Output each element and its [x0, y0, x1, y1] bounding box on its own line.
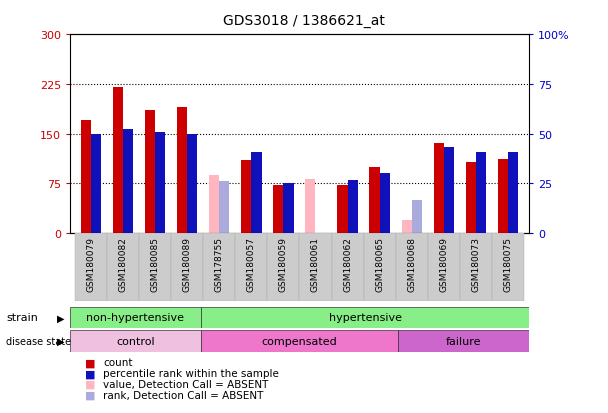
FancyBboxPatch shape	[201, 330, 398, 352]
Bar	[508, 153, 519, 233]
FancyBboxPatch shape	[171, 233, 203, 301]
Bar	[112, 88, 123, 233]
Text: ▶: ▶	[57, 313, 64, 323]
FancyBboxPatch shape	[396, 233, 428, 301]
Text: GDS3018 / 1386621_at: GDS3018 / 1386621_at	[223, 14, 385, 28]
Bar	[283, 184, 294, 233]
Text: GSM180079: GSM180079	[86, 237, 95, 292]
Bar	[370, 167, 379, 233]
Text: GSM178755: GSM178755	[215, 237, 224, 292]
Bar	[305, 179, 316, 233]
FancyBboxPatch shape	[460, 233, 492, 301]
FancyBboxPatch shape	[398, 330, 529, 352]
Bar	[155, 133, 165, 233]
Text: value, Detection Call = ABSENT: value, Detection Call = ABSENT	[103, 379, 269, 389]
FancyBboxPatch shape	[492, 233, 524, 301]
Text: GSM180068: GSM180068	[407, 237, 416, 292]
Text: ▶: ▶	[57, 336, 64, 346]
Bar	[498, 159, 508, 233]
Bar	[434, 144, 444, 233]
Bar	[273, 186, 283, 233]
Bar	[466, 163, 476, 233]
Bar	[401, 220, 412, 233]
Text: ■: ■	[85, 358, 95, 368]
Bar	[145, 111, 155, 233]
Text: GSM180059: GSM180059	[279, 237, 288, 292]
Text: GSM180089: GSM180089	[182, 237, 192, 292]
FancyBboxPatch shape	[139, 233, 171, 301]
Bar	[476, 153, 486, 233]
Text: count: count	[103, 358, 133, 368]
Text: GSM180069: GSM180069	[440, 237, 448, 292]
Bar	[337, 185, 348, 233]
FancyBboxPatch shape	[299, 233, 331, 301]
FancyBboxPatch shape	[75, 233, 107, 301]
Text: rank, Detection Call = ABSENT: rank, Detection Call = ABSENT	[103, 390, 264, 400]
FancyBboxPatch shape	[201, 307, 529, 328]
Text: failure: failure	[446, 336, 481, 346]
Text: GSM180082: GSM180082	[119, 237, 128, 292]
Text: GSM180065: GSM180065	[375, 237, 384, 292]
Bar	[209, 175, 219, 233]
Text: ■: ■	[85, 368, 95, 378]
Bar	[219, 182, 229, 233]
FancyBboxPatch shape	[268, 233, 299, 301]
FancyBboxPatch shape	[70, 307, 201, 328]
Text: non-hypertensive: non-hypertensive	[86, 313, 184, 323]
Text: GSM180062: GSM180062	[343, 237, 352, 292]
FancyBboxPatch shape	[203, 233, 235, 301]
Text: compensated: compensated	[261, 336, 337, 346]
Text: control: control	[116, 336, 155, 346]
Text: GSM180057: GSM180057	[247, 237, 256, 292]
Bar	[241, 161, 251, 233]
Text: GSM180073: GSM180073	[471, 237, 480, 292]
FancyBboxPatch shape	[70, 330, 201, 352]
Bar	[177, 108, 187, 233]
Text: disease state: disease state	[6, 336, 71, 346]
Bar	[379, 174, 390, 233]
Text: ■: ■	[85, 390, 95, 400]
Text: percentile rank within the sample: percentile rank within the sample	[103, 368, 279, 378]
Bar	[348, 180, 358, 233]
Text: GSM180085: GSM180085	[151, 237, 159, 292]
FancyBboxPatch shape	[331, 233, 364, 301]
Text: GSM180075: GSM180075	[503, 237, 513, 292]
Bar	[412, 200, 422, 233]
Text: ■: ■	[85, 379, 95, 389]
Text: hypertensive: hypertensive	[328, 313, 401, 323]
Text: GSM180061: GSM180061	[311, 237, 320, 292]
FancyBboxPatch shape	[364, 233, 396, 301]
Bar	[91, 134, 101, 233]
Bar	[123, 130, 133, 233]
Bar	[444, 147, 454, 233]
Bar	[251, 153, 261, 233]
Text: strain: strain	[6, 313, 38, 323]
Bar	[187, 134, 198, 233]
Bar	[80, 121, 91, 233]
FancyBboxPatch shape	[235, 233, 268, 301]
FancyBboxPatch shape	[428, 233, 460, 301]
FancyBboxPatch shape	[107, 233, 139, 301]
